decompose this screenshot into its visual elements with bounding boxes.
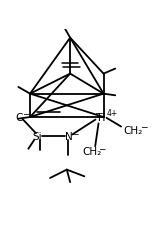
Text: Si: Si xyxy=(32,132,42,142)
Text: 4+: 4+ xyxy=(107,108,118,117)
Text: −: − xyxy=(98,143,106,152)
Text: C: C xyxy=(16,112,23,122)
Text: N: N xyxy=(65,132,72,142)
Text: −: − xyxy=(71,128,78,137)
Text: −: − xyxy=(22,109,29,118)
Text: CH₂: CH₂ xyxy=(123,125,142,135)
Text: Ti: Ti xyxy=(96,112,106,122)
Text: −: − xyxy=(140,122,147,131)
Text: CH₂: CH₂ xyxy=(82,147,102,157)
